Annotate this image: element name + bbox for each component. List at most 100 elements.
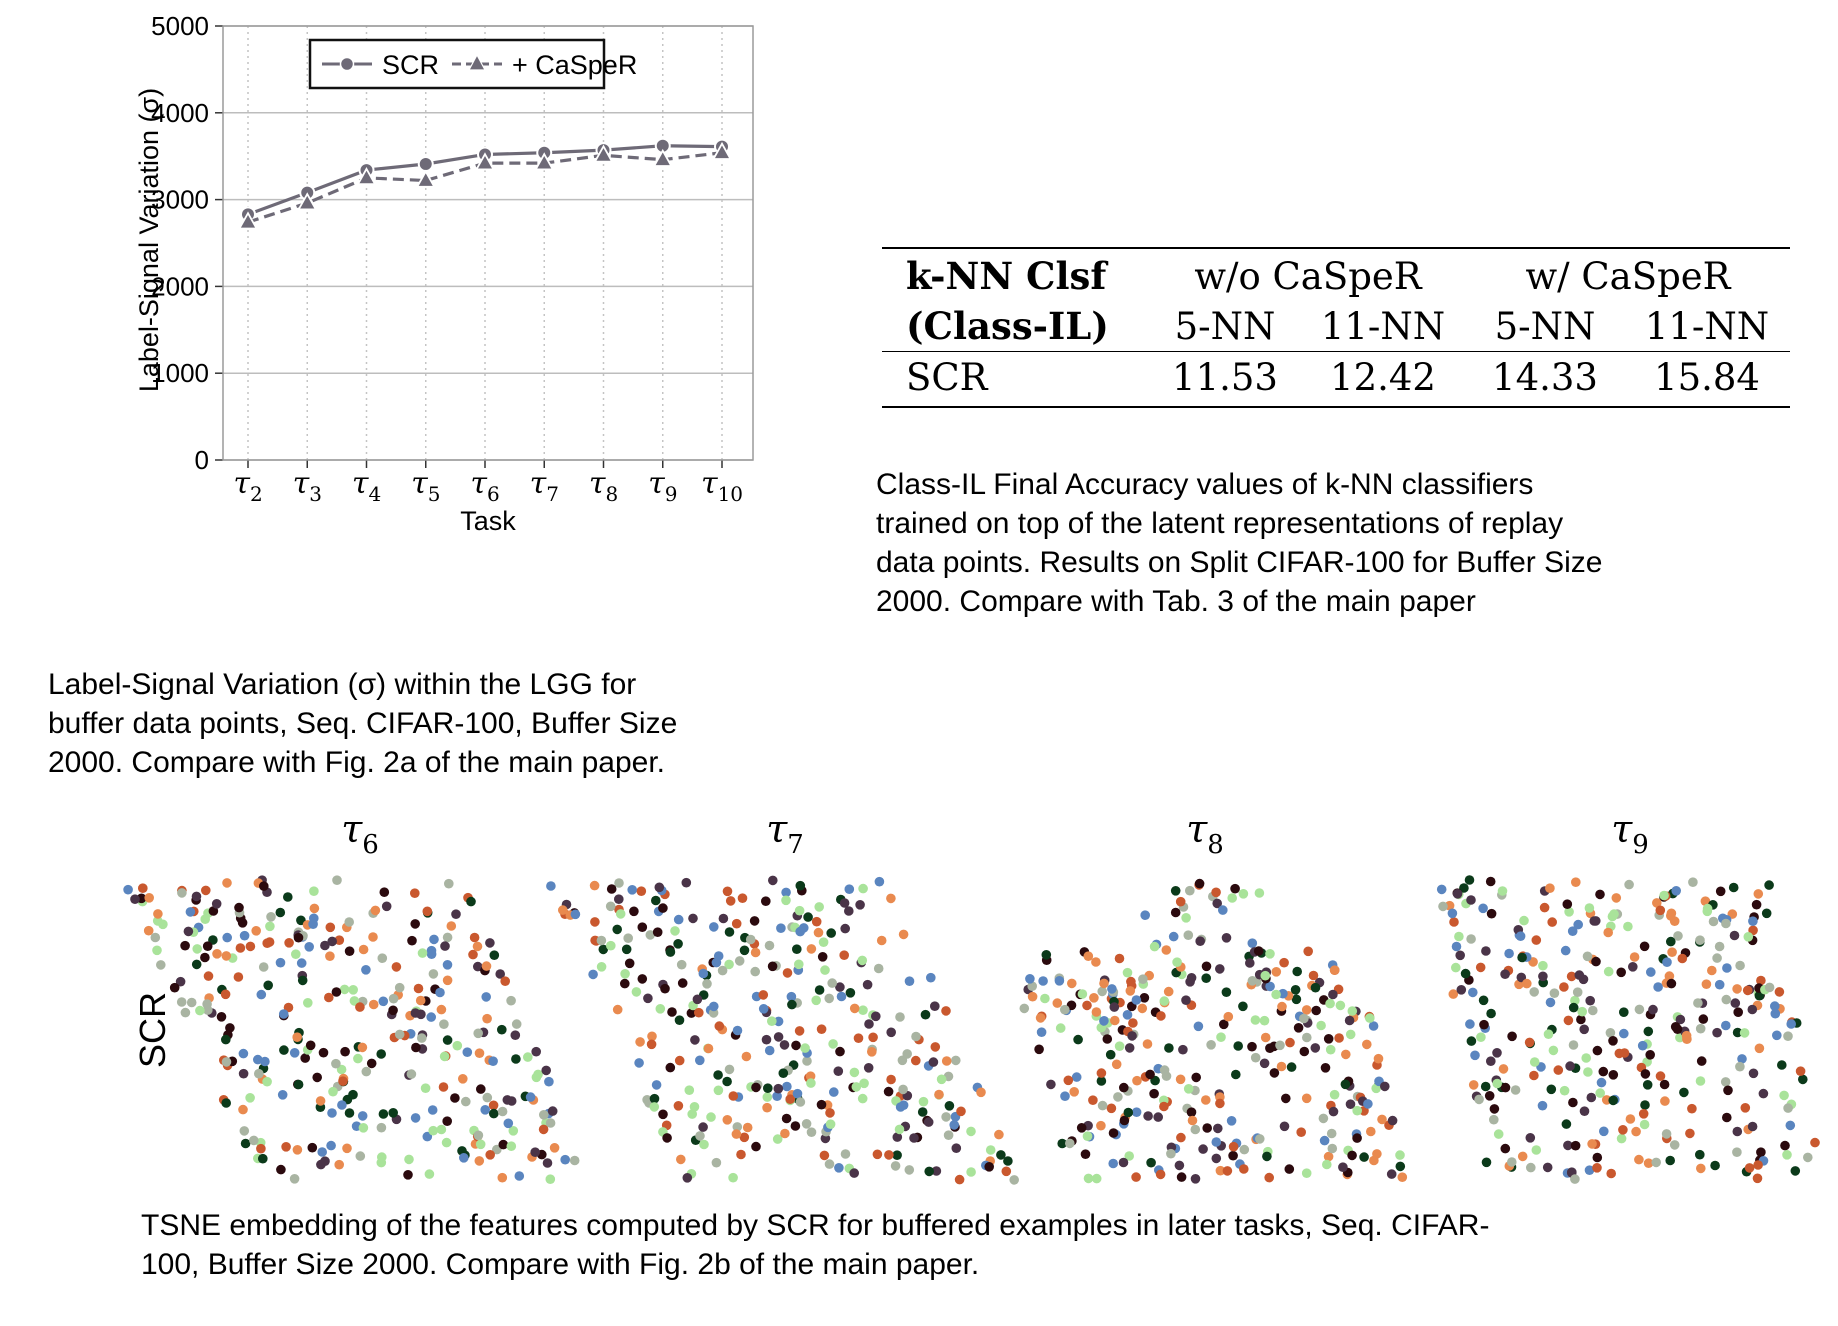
- tsne-point: [1264, 1172, 1274, 1183]
- tsne-point: [819, 1150, 830, 1161]
- tsne-point: [1261, 967, 1272, 977]
- tsne-point: [892, 1132, 903, 1142]
- tsne-point: [790, 922, 800, 933]
- tsne-point: [868, 1010, 878, 1020]
- tsne-point: [281, 1142, 291, 1152]
- tsne-point: [1474, 1094, 1484, 1105]
- tsne-point: [1481, 946, 1491, 956]
- tsne-point: [698, 1122, 708, 1132]
- tsne-point: [353, 1053, 363, 1064]
- tsne-point: [252, 1153, 263, 1164]
- tsne-point: [1489, 1114, 1499, 1125]
- tsne-point: [794, 905, 805, 916]
- tsne-point: [511, 1019, 522, 1029]
- tsne-point: [480, 1105, 491, 1115]
- tsne-point: [1153, 1112, 1163, 1122]
- tsne-point: [1079, 947, 1090, 957]
- tsne-point: [1246, 979, 1257, 990]
- tsne-point: [1645, 1050, 1655, 1060]
- tsne-point: [357, 996, 368, 1007]
- tsne-point: [863, 1063, 874, 1073]
- tsne-point: [794, 1026, 805, 1036]
- tsne-point: [1777, 1060, 1787, 1070]
- tsne-point: [278, 1009, 289, 1019]
- tsne-point: [376, 1049, 387, 1059]
- tsne-point: [1591, 916, 1601, 926]
- tsne-point: [1054, 976, 1065, 986]
- x-tick-label: τ5: [411, 466, 440, 506]
- tsne-point: [1106, 1103, 1117, 1114]
- tsne-point: [257, 1074, 268, 1084]
- tsne-point: [339, 984, 350, 995]
- tsne-point: [724, 959, 734, 970]
- tsne-point: [569, 1155, 580, 1166]
- tsne-point: [1319, 1135, 1330, 1146]
- tsne-point: [1338, 1162, 1348, 1172]
- table-row: SCR 11.53 12.42 14.33 15.84: [882, 351, 1790, 403]
- tsne-point: [1563, 1015, 1574, 1026]
- tsne-point: [1803, 1152, 1813, 1163]
- tsne-point: [1340, 1079, 1351, 1090]
- tsne-point: [137, 896, 148, 907]
- tsne-point: [1553, 1065, 1564, 1075]
- tsne-point: [1464, 975, 1474, 985]
- tsne-point: [416, 1009, 426, 1020]
- tsne-point: [849, 1003, 860, 1014]
- tsne-point: [844, 906, 854, 916]
- tsne-point: [839, 950, 849, 960]
- tsne-point: [185, 907, 196, 917]
- tsne-point: [1159, 997, 1170, 1008]
- tsne-point: [1231, 1069, 1241, 1080]
- tsne-point: [177, 885, 187, 896]
- tsne-point: [264, 937, 275, 947]
- tsne-point: [410, 919, 421, 929]
- tsne-point: [1161, 1071, 1172, 1081]
- tsne-point: [1176, 1132, 1186, 1143]
- tsne-point: [826, 928, 836, 938]
- tsne-point: [1500, 969, 1510, 979]
- tsne-point: [687, 1109, 697, 1119]
- tsne-point: [203, 908, 213, 918]
- y-tick-label: 4000: [151, 98, 209, 128]
- tsne-point: [864, 1019, 874, 1029]
- tsne-point: [1697, 998, 1708, 1008]
- tsne-point: [176, 997, 187, 1007]
- tsne-point: [724, 927, 735, 937]
- tsne-point: [773, 1016, 784, 1027]
- tsne-point: [439, 1051, 450, 1062]
- tsne-point: [1316, 1020, 1326, 1031]
- tsne-point: [785, 1095, 795, 1106]
- tsne-point: [1492, 1048, 1502, 1058]
- tsne-point: [1265, 949, 1275, 959]
- tsne-point: [1595, 889, 1605, 900]
- tsne-point: [327, 936, 338, 947]
- tsne-point: [1083, 951, 1094, 961]
- tsne-point: [806, 944, 817, 954]
- tsne-point: [1329, 965, 1340, 975]
- tsne-point: [1638, 1109, 1649, 1119]
- table-header-clsf: k-NN Clsf: [906, 254, 1107, 298]
- tsne-point: [1791, 1018, 1802, 1028]
- tsne-point: [676, 959, 687, 970]
- tsne-point: [253, 878, 264, 888]
- tsne-point: [1559, 1085, 1570, 1096]
- tsne-point: [1326, 1100, 1336, 1111]
- tsne-point: [1373, 1053, 1384, 1064]
- tsne-point: [357, 1042, 368, 1053]
- tsne-point: [1587, 1139, 1597, 1149]
- tsne-point: [1096, 1120, 1106, 1131]
- tsne-point: [227, 953, 238, 963]
- tsne-point: [1291, 994, 1302, 1005]
- tsne-point: [1685, 1128, 1695, 1139]
- tsne-point: [338, 1076, 349, 1087]
- tsne-point: [293, 1034, 303, 1045]
- tsne-point: [1244, 951, 1254, 962]
- tsne-point: [1221, 933, 1232, 943]
- tsne-point: [1548, 1045, 1559, 1056]
- tsne-point: [1466, 895, 1476, 905]
- tsne-point: [1181, 995, 1191, 1005]
- tsne-point: [914, 1034, 924, 1045]
- tsne-point: [829, 1087, 839, 1097]
- tsne-point: [1510, 1085, 1521, 1095]
- tsne-point: [676, 1154, 686, 1165]
